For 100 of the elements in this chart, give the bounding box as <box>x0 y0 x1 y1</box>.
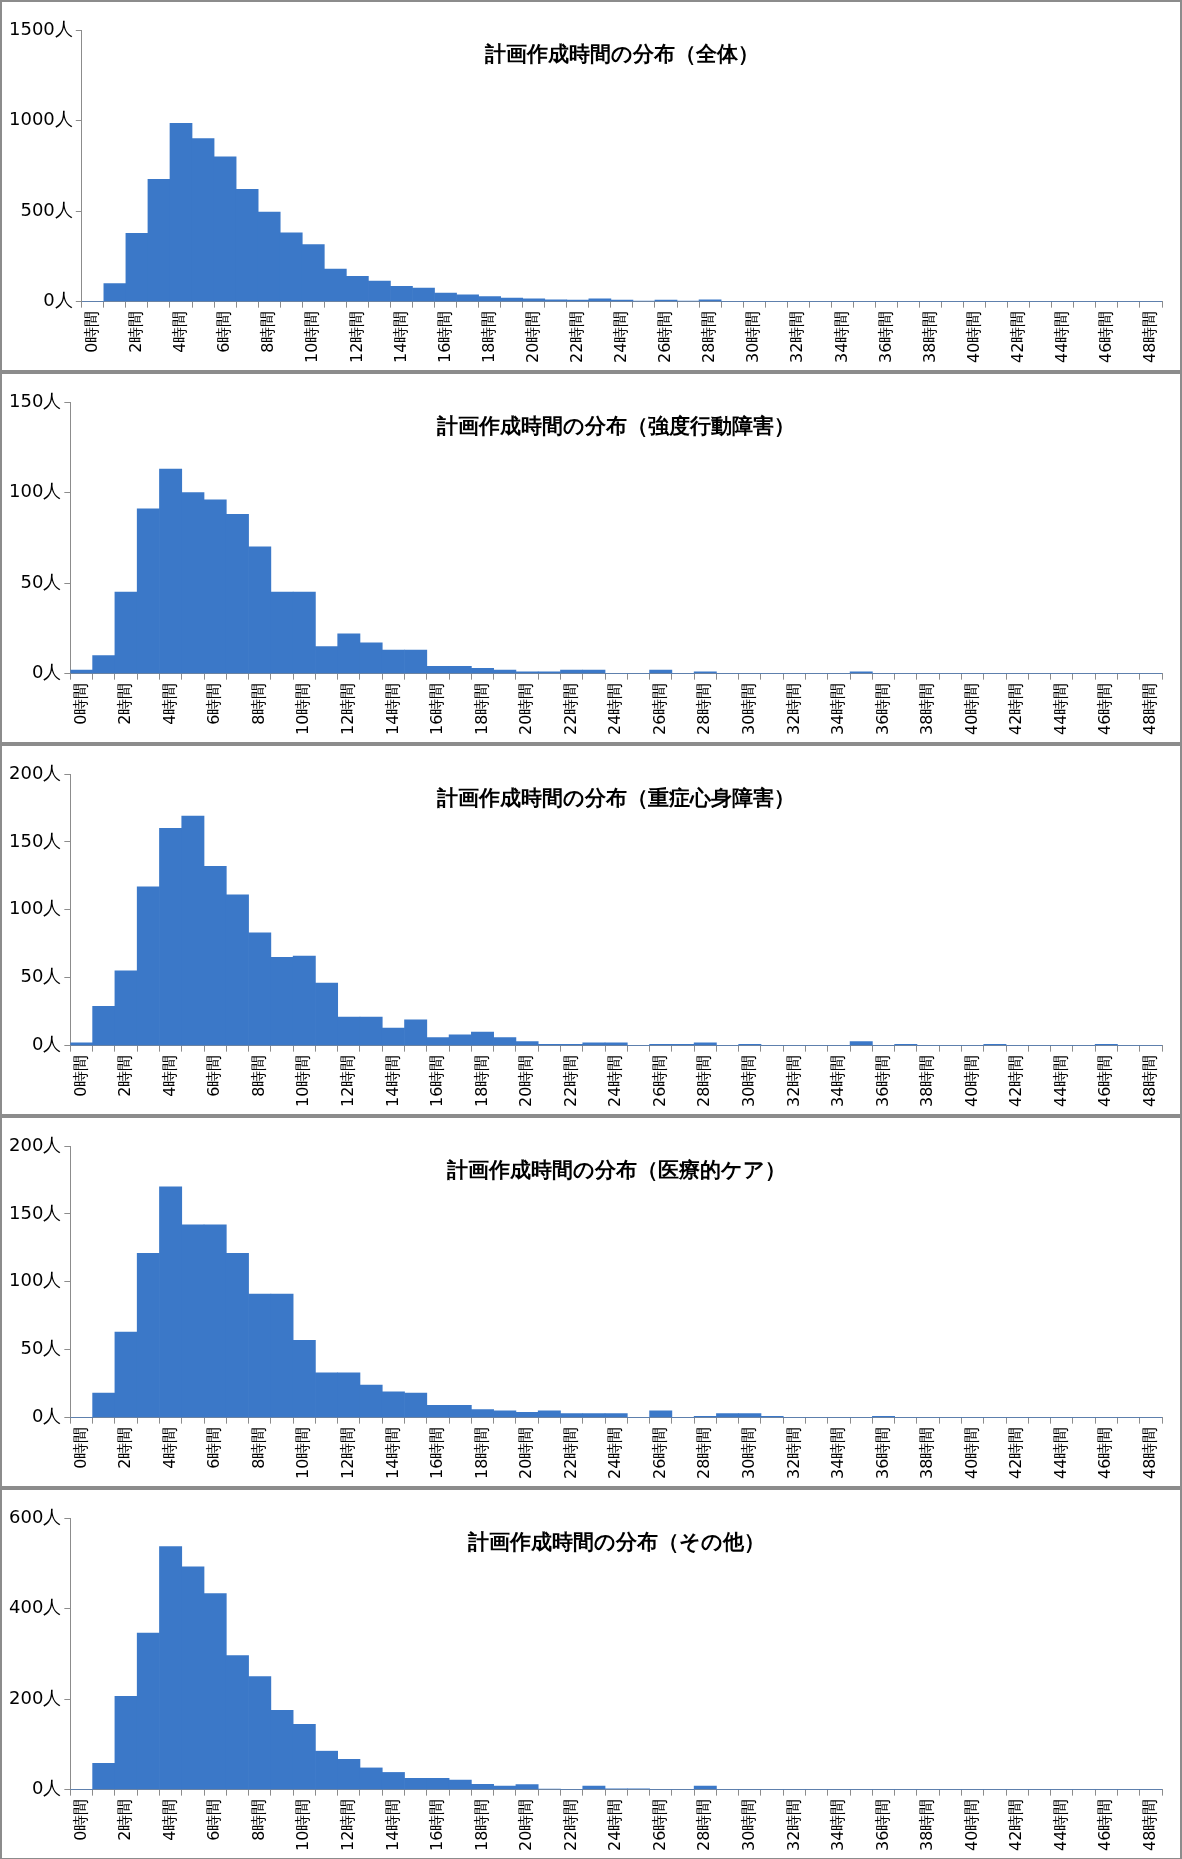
x-tick-label: 26時間 <box>649 1426 669 1479</box>
text: 計画作成時間の分布（その他） <box>466 1530 765 1555</box>
x-tick-label: 2時間 <box>115 682 135 725</box>
x-tick-label: 22時間 <box>560 1054 580 1107</box>
x-tick-label: 36時間 <box>872 1426 892 1479</box>
x-tick-label: 24時間 <box>605 1054 625 1107</box>
x-tick-label: 44時間 <box>1050 682 1070 735</box>
y-tick-label: 1500人 <box>9 17 73 39</box>
x-tick-label: 28時間 <box>694 682 714 735</box>
x-tick-label: 38時間 <box>917 682 937 735</box>
x-tick-label: 20時間 <box>516 1798 536 1851</box>
x-tick-label: 16時間 <box>427 1054 447 1107</box>
x-tick-label: 6時間 <box>204 682 224 725</box>
x-tick-label: 8時間 <box>258 310 278 353</box>
x-tick-label: 14時間 <box>382 1426 402 1479</box>
x-tick-label: 28時間 <box>699 310 719 363</box>
x-tick-label: 24時間 <box>605 682 625 735</box>
text: 計画作成時間の分布（強度行動障害） <box>436 414 796 439</box>
x-tick-label: 28時間 <box>694 1798 714 1851</box>
x-tick-label: 18時間 <box>471 1054 491 1107</box>
x-tick-label: 34時間 <box>831 310 851 363</box>
x-tick-label: 0時間 <box>70 682 90 725</box>
y-tick-label: 0人 <box>31 1033 62 1055</box>
x-tick-label: 40時間 <box>961 1798 981 1851</box>
x-tick-label: 22時間 <box>560 1426 580 1479</box>
x-tick-label: 20時間 <box>516 1054 536 1107</box>
x-tick-label: 26時間 <box>655 310 675 363</box>
x-tick-label: 16時間 <box>427 682 447 735</box>
x-tick-label: 20時間 <box>516 1426 536 1479</box>
x-tick-label: 26時間 <box>649 1054 669 1107</box>
x-tick-label: 40時間 <box>961 682 981 735</box>
x-tick-label: 10時間 <box>293 682 313 735</box>
text: 計画作成時間の分布（重症心身障害） <box>436 786 796 811</box>
y-tick-label: 100人 <box>9 897 62 919</box>
x-tick-label: 10時間 <box>293 1798 313 1851</box>
y-tick-label: 200人 <box>9 1133 62 1155</box>
x-tick-label: 16時間 <box>427 1798 447 1851</box>
y-tick-label: 0人 <box>43 289 73 311</box>
x-tick-label: 22時間 <box>560 682 580 735</box>
x-tick-label: 44時間 <box>1050 1426 1070 1479</box>
x-tick-label: 30時間 <box>739 1798 759 1851</box>
y-tick-label: 100人 <box>9 1269 62 1291</box>
x-tick-label: 34時間 <box>828 682 848 735</box>
y-tick-label: 150人 <box>9 1201 62 1223</box>
x-tick-label: 38時間 <box>917 1054 937 1107</box>
y-tick-label: 200人 <box>9 761 62 783</box>
x-tick-label: 44時間 <box>1050 1054 1070 1107</box>
x-tick-label: 38時間 <box>917 1426 937 1479</box>
x-tick-label: 20時間 <box>516 682 536 735</box>
x-tick-label: 4時間 <box>170 310 190 353</box>
x-tick-label: 6時間 <box>214 310 234 353</box>
y-tick-label: 200人 <box>9 1686 62 1708</box>
x-tick-label: 36時間 <box>875 310 895 363</box>
x-tick-label: 42時間 <box>1006 1054 1026 1107</box>
x-tick-label: 6時間 <box>204 1054 224 1097</box>
x-tick-label: 32時間 <box>783 1798 803 1851</box>
x-tick-label: 10時間 <box>302 310 322 363</box>
x-tick-label: 4時間 <box>159 1798 179 1841</box>
x-tick-label: 28時間 <box>694 1054 714 1107</box>
x-tick-label: 4時間 <box>159 682 179 725</box>
x-tick-label: 40時間 <box>961 1426 981 1479</box>
x-tick-label: 34時間 <box>828 1054 848 1107</box>
x-tick-label: 40時間 <box>961 1054 981 1107</box>
x-tick-label: 12時間 <box>346 310 366 363</box>
y-tick-label: 50人 <box>20 570 62 592</box>
x-tick-label: 22時間 <box>566 310 586 363</box>
x-tick-label: 36時間 <box>872 682 892 735</box>
x-tick-label: 18時間 <box>471 682 491 735</box>
x-tick-label: 6時間 <box>204 1426 224 1469</box>
x-tick-label: 48時間 <box>1140 1054 1160 1107</box>
x-tick-label: 2時間 <box>126 310 146 353</box>
y-tick-label: 50人 <box>20 1337 62 1359</box>
x-tick-label: 38時間 <box>917 1798 937 1851</box>
x-tick-label: 6時間 <box>204 1798 224 1841</box>
x-tick-label: 2時間 <box>115 1054 135 1097</box>
x-tick-label: 10時間 <box>293 1426 313 1479</box>
x-tick-label: 26時間 <box>649 1798 669 1851</box>
x-tick-label: 48時間 <box>1140 1426 1160 1479</box>
x-tick-label: 30時間 <box>739 1426 759 1479</box>
y-tick-label: 0人 <box>31 1405 62 1427</box>
x-tick-label: 42時間 <box>1007 310 1027 363</box>
x-tick-label: 12時間 <box>337 1054 357 1107</box>
x-tick-label: 46時間 <box>1095 1054 1115 1107</box>
x-tick-label: 36時間 <box>872 1798 892 1851</box>
y-tick-label: 150人 <box>9 829 62 851</box>
x-tick-label: 46時間 <box>1096 310 1116 363</box>
x-tick-label: 16時間 <box>434 310 454 363</box>
x-tick-label: 42時間 <box>1006 682 1026 735</box>
x-tick-label: 10時間 <box>293 1054 313 1107</box>
x-tick-label: 20時間 <box>522 310 542 363</box>
x-tick-label: 30時間 <box>739 682 759 735</box>
x-tick-label: 8時間 <box>248 682 268 725</box>
x-tick-label: 32時間 <box>783 1054 803 1107</box>
x-tick-label: 46時間 <box>1095 1426 1115 1479</box>
x-tick-label: 14時間 <box>382 1798 402 1851</box>
x-tick-label: 14時間 <box>382 1054 402 1107</box>
text: 計画作成時間の分布（医療的ケア） <box>445 1158 786 1183</box>
x-tick-label: 30時間 <box>739 1054 759 1107</box>
x-tick-label: 32時間 <box>787 310 807 363</box>
y-tick-label: 1000人 <box>9 108 73 130</box>
